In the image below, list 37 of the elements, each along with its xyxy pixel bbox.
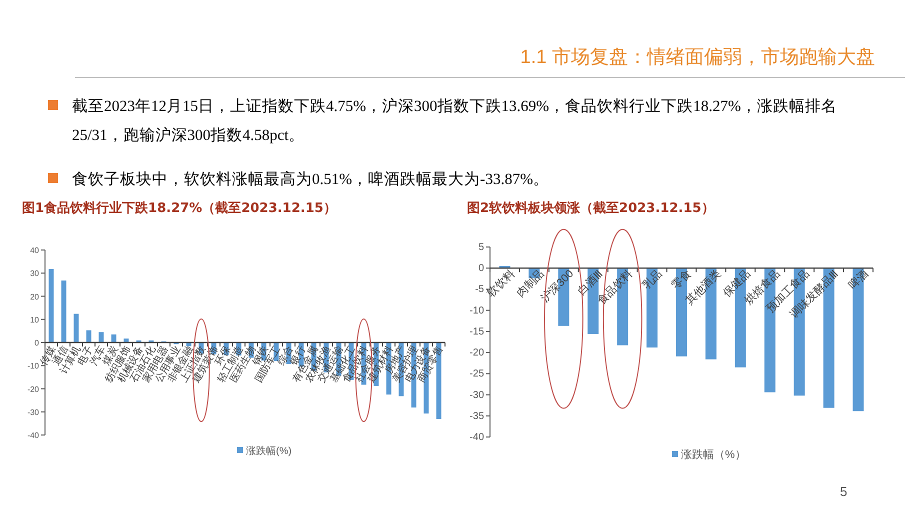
y-tick-label: 5	[478, 242, 484, 253]
y-tick-label: 30	[30, 269, 40, 278]
y-tick-label: 10	[30, 315, 40, 324]
y-tick-label: -5	[475, 284, 484, 296]
text: 食饮子板块中，软饮料涨幅最高为0.51%，啤酒跌幅最大为-33.87%。	[72, 170, 550, 190]
y-tick-label: 0	[34, 338, 40, 348]
text: 5	[840, 484, 848, 499]
x-tick-label: 零食	[670, 268, 694, 292]
bar	[61, 280, 66, 342]
y-tick-label: -30	[470, 390, 484, 401]
bar	[98, 332, 104, 342]
bar	[86, 330, 92, 342]
y-tick-label: -10	[470, 305, 484, 316]
bar	[48, 268, 54, 342]
bar	[74, 314, 79, 342]
y-tick-label: -35	[470, 410, 484, 422]
y-tick-label: -30	[27, 408, 40, 417]
bar	[111, 334, 116, 342]
y-tick-label: -10	[27, 362, 40, 371]
y-tick-label: 40	[30, 246, 40, 255]
x-tick-label: 软饮料	[484, 267, 518, 300]
chart-title: 图2软饮料板块领涨（截至2023.12.15）	[467, 201, 714, 216]
x-tick-label: 乳品	[640, 267, 664, 292]
y-tick-label: 20	[30, 292, 40, 302]
y-tick-label: -40	[27, 431, 40, 440]
y-tick-label: -40	[470, 432, 484, 443]
y-tick-label: -25	[470, 368, 484, 380]
legend-label: 涨跌幅(%)	[246, 445, 292, 457]
x-tick-label: 啤酒	[846, 267, 871, 292]
y-tick-label: -15	[470, 326, 484, 338]
text: 1.1 市场复盘：情绪面偏弱，市场跑输大盘	[520, 46, 875, 70]
y-tick-label: -20	[470, 348, 484, 359]
chart-title: 图1食品饮料行业下跌18.27%（截至2023.12.15）	[22, 201, 336, 216]
text: 截至2023年12月15日，上证指数下跌4.75%，沪深300指数下跌13.69%，食品饮料行业下跌18.27%，涨跌幅排名25/31，跑输沪深300指数4.58pct。	[72, 96, 838, 146]
y-tick-label: 0	[478, 263, 484, 274]
legend-label: 涨跌幅（%）	[681, 449, 746, 461]
y-tick-label: -20	[27, 384, 40, 394]
